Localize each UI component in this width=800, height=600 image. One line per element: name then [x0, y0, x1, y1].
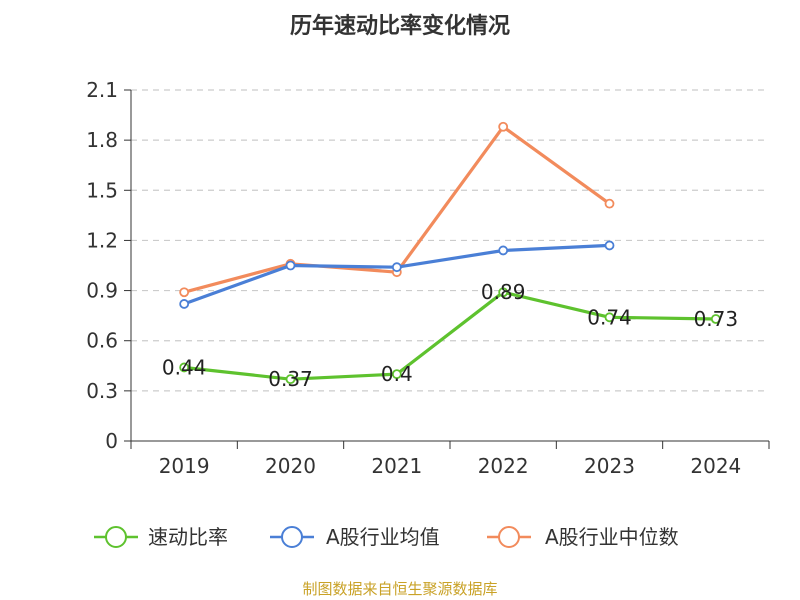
x-tick-label: 2021	[371, 454, 422, 478]
data-labels: 0.44 0.37 0.4 0.89 0.74 0.73	[162, 280, 738, 391]
data-label: 0.37	[268, 367, 313, 391]
legend-label: A股行业均值	[326, 525, 440, 549]
series-lines	[179, 121, 721, 385]
data-point-series-0-4[interactable]	[604, 312, 615, 323]
data-point-series-0-5[interactable]	[710, 314, 721, 324]
y-tick-label: 2.1	[86, 78, 118, 102]
data-point-series-0-0[interactable]	[179, 362, 190, 373]
y-tick-label: 0	[105, 429, 118, 453]
y-tick-label: 1.5	[86, 178, 118, 202]
x-tick-label: 2020	[265, 454, 316, 478]
data-point-series-0-2[interactable]	[391, 369, 402, 380]
legend-marker	[105, 526, 127, 548]
legend-label: 速动比率	[148, 525, 228, 549]
legend-item-1[interactable]: A股行业均值	[270, 525, 440, 549]
y-tick-label: 1.8	[86, 128, 118, 152]
data-label: 0.4	[381, 362, 413, 386]
y-tick-label: 0.9	[86, 279, 118, 303]
x-tick-label: 2024	[690, 454, 741, 478]
data-point-series-1-1[interactable]	[285, 260, 296, 271]
series-line-0	[182, 290, 718, 381]
legend-label: A股行业中位数	[545, 525, 679, 549]
source-note: 制图数据来自恒生聚源数据库	[302, 580, 497, 598]
data-point-series-2-3[interactable]	[498, 121, 509, 132]
grid-lines	[131, 89, 769, 392]
legend-item-2[interactable]: A股行业中位数	[487, 525, 679, 549]
data-point-series-1-2[interactable]	[391, 262, 402, 273]
y-tick-label: 1.2	[86, 228, 118, 252]
data-label: 0.44	[162, 355, 207, 379]
data-point-series-0-1[interactable]	[285, 374, 296, 385]
x-tick-label: 2019	[159, 454, 210, 478]
y-tick-label: 0.6	[86, 329, 118, 353]
x-tick-label: 2023	[584, 454, 635, 478]
x-tick-label: 2022	[478, 454, 529, 478]
data-point-series-1-3[interactable]	[498, 245, 509, 256]
chart-title: 历年速动比率变化情况	[290, 13, 510, 39]
legend[interactable]: 速动比率 A股行业均值 A股行业中位数	[94, 525, 679, 549]
data-label: 0.73	[694, 307, 739, 331]
data-point-series-1-0[interactable]	[179, 299, 190, 309]
data-label: 0.89	[481, 280, 526, 304]
legend-item-0[interactable]: 速动比率	[94, 525, 228, 549]
data-point-series-2-4[interactable]	[604, 198, 615, 209]
axes: 0 0.3 0.6 0.9 1.2 1.5 1.8 2.1 2019 2020 2021 2022 20…	[86, 78, 770, 478]
y-tick-label: 0.3	[86, 379, 118, 403]
data-point-series-2-0[interactable]	[179, 287, 190, 298]
data-point-series-1-4[interactable]	[604, 240, 615, 251]
data-point-series-0-3[interactable]	[498, 287, 509, 298]
data-label: 0.74	[587, 305, 632, 329]
legend-marker	[281, 526, 303, 548]
legend-marker	[498, 526, 520, 548]
